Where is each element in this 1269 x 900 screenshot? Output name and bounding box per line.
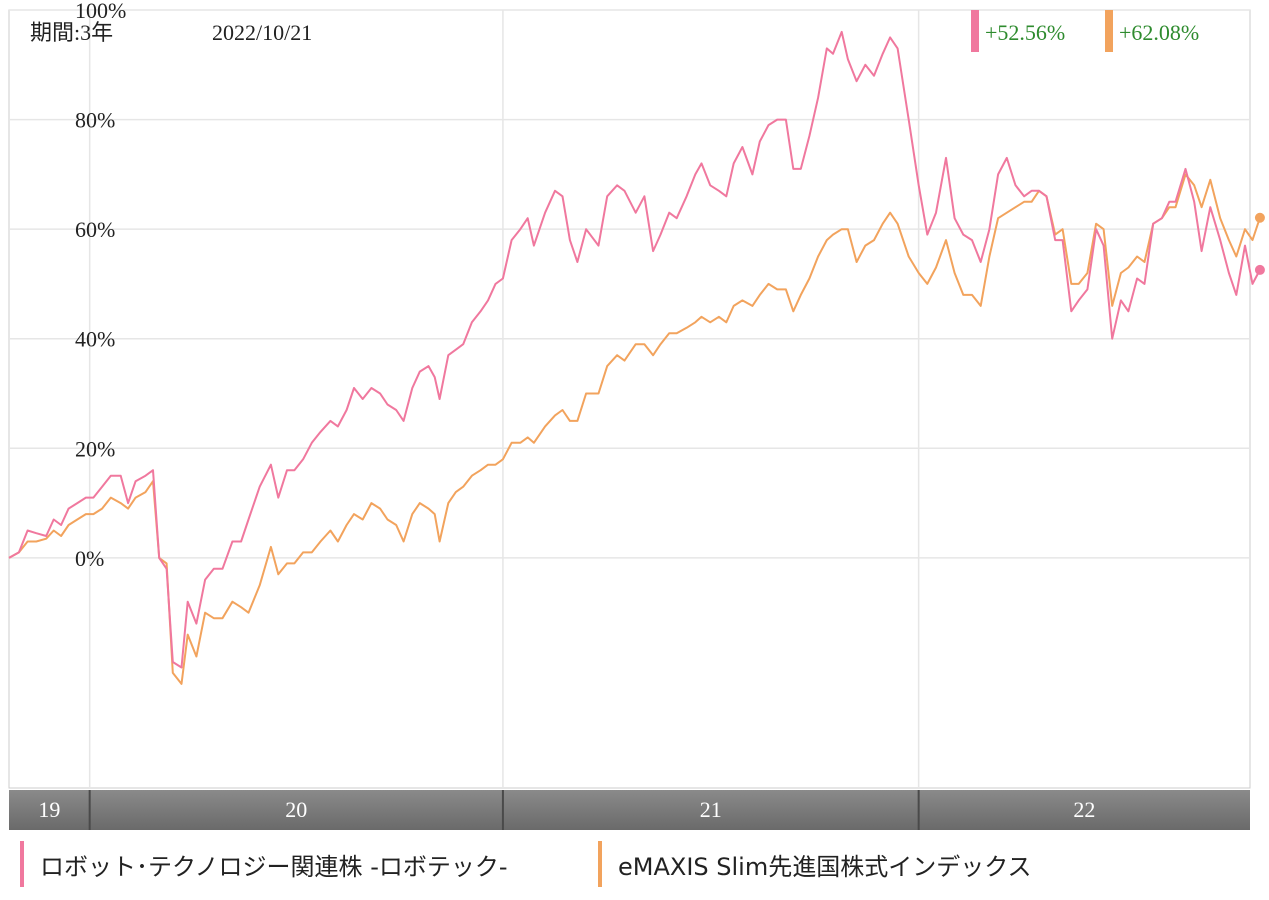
legend-item-robotech: ロボット･テクノロジー関連株 -ロボテック- — [20, 838, 508, 890]
y-tick-label: 60% — [75, 217, 115, 242]
legend-item-emaxis: eMAXIS Slim先進国株式インデックス — [598, 838, 1032, 890]
legend: ロボット･テクノロジー関連株 -ロボテック- eMAXIS Slim先進国株式イ… — [0, 838, 1269, 890]
plot-frame — [8, 9, 1251, 789]
return-label-robotech: +52.56% — [985, 20, 1065, 45]
series-line-0 — [8, 30, 1261, 669]
grid-layer — [9, 9, 1250, 788]
series-line-1 — [8, 173, 1261, 685]
line-layer — [8, 30, 1265, 685]
legend-swatch-emaxis — [598, 841, 602, 887]
y-tick-label: 0% — [75, 546, 104, 571]
return-label-emaxis: +62.08% — [1119, 20, 1199, 45]
series-endpoint-1 — [1254, 212, 1265, 223]
return-marker-robotech — [971, 10, 979, 52]
chart-svg: 100% 80% 60% 40% 20% 0% 期間:3年 2022/10/21 +52.… — [8, 0, 1265, 830]
legend-label-emaxis: eMAXIS Slim先進国株式インデックス — [618, 852, 1032, 881]
y-tick-label: 20% — [75, 436, 115, 461]
period-label: 期間:3年 — [30, 20, 113, 45]
legend-swatch-robotech — [20, 841, 24, 887]
year-labels: 19 20 21 22 — [38, 790, 1095, 830]
legend-label-robotech: ロボット･テクノロジー関連株 -ロボテック- — [40, 852, 508, 881]
year-label: 19 — [38, 797, 60, 822]
return-marker-emaxis — [1105, 10, 1113, 52]
date-label: 2022/10/21 — [212, 20, 312, 45]
y-tick-label: 40% — [75, 327, 115, 352]
series-endpoint-0 — [1254, 264, 1265, 275]
year-label: 22 — [1073, 797, 1095, 822]
y-tick-labels: 100% 80% 60% 40% 20% 0% — [75, 0, 126, 571]
year-timeline-bar: 19 20 21 22 — [9, 790, 1250, 830]
year-label: 20 — [285, 797, 307, 822]
y-tick-label: 80% — [75, 108, 115, 133]
year-label: 21 — [700, 797, 722, 822]
timeline-background — [9, 790, 1250, 830]
y-tick-label: 100% — [75, 0, 126, 23]
